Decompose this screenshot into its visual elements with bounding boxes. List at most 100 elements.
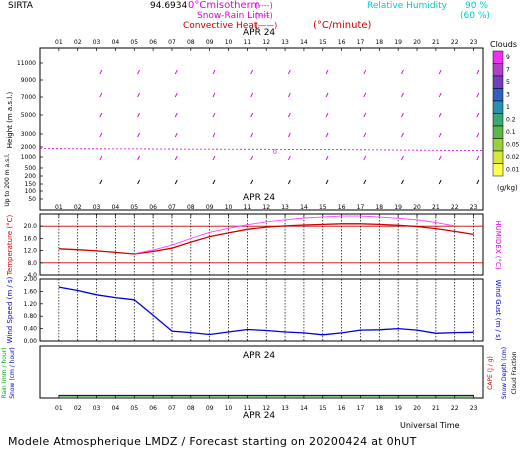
date-label-top: APR 24: [243, 28, 275, 38]
bottom-hour-tick-10: 10: [225, 405, 233, 412]
wind-tick-label: 0.80: [24, 313, 38, 320]
hour2-tick-07: 07: [168, 204, 176, 211]
bottom-hour-tick-23: 23: [470, 405, 478, 412]
wind-barb: [325, 155, 329, 161]
date-label-2: APR 24: [243, 193, 275, 203]
hour2-tick-23: 23: [470, 204, 478, 211]
hour-axis-top: 01 02 03 04 05 06 07 08 09 10 11 12 13 14 15 16 17 18 19 20…: [55, 39, 478, 51]
wind-panel-frame: [39, 278, 484, 342]
cloud-color-swatch: [492, 138, 504, 152]
height-tick-label: 5000: [21, 112, 36, 119]
bottom-hour-tick-17: 17: [357, 405, 365, 412]
top-hour-tick-09: 09: [206, 39, 214, 46]
wind-barb: [325, 112, 329, 118]
wind-barb: [137, 179, 140, 185]
cloud-scale-label: 0.01: [506, 167, 520, 174]
wind-barb: [99, 132, 103, 138]
wind-barb: [363, 179, 367, 185]
wind-barb: [476, 112, 480, 118]
height-axis: 11000 9000 7000 5000 3000 2000 1000 50020015010…: [17, 60, 43, 203]
hour2-tick-20: 20: [413, 204, 421, 211]
top-hour-tick-23: 23: [470, 39, 478, 46]
wind-barb: [401, 92, 404, 98]
top-hour-tick-07: 07: [168, 39, 176, 46]
wind-barb: [476, 92, 480, 98]
wind-barb: [401, 179, 404, 185]
hour2-tick-22: 22: [451, 204, 459, 211]
height-tick-label: 9000: [21, 77, 36, 84]
height-tick-label: 100: [25, 188, 37, 195]
temperature-axis: 20.0 16.0 12.0 8.0 4.0: [24, 223, 43, 279]
top-hour-tick-03: 03: [93, 39, 101, 46]
cloud-scale-label: 0.2: [506, 117, 516, 124]
wind-barb: [438, 179, 442, 185]
bottom-hour-tick-19: 19: [394, 405, 402, 412]
wind-barb: [99, 155, 103, 161]
wind-barb: [287, 112, 291, 118]
hour2-tick-18: 18: [375, 204, 383, 211]
wind-barb: [212, 179, 216, 185]
wind-barb: [137, 155, 140, 161]
wind-barb: [174, 69, 178, 75]
bottom-hour-tick-22: 22: [451, 405, 459, 412]
cloud-color-swatch: [492, 63, 504, 77]
wind-barb: [401, 155, 404, 161]
height-ylabel-low: Up to 200 m a.s.l.: [4, 153, 11, 206]
bottom-hour-tick-02: 02: [74, 405, 82, 412]
wind-barb: [212, 92, 216, 98]
rain-ylabel: Rain (mm / hour): [1, 347, 8, 398]
hour2-tick-12: 12: [262, 204, 270, 211]
isotherm-marker: 0: [273, 149, 277, 156]
wind-tick-label: 1.20: [24, 301, 38, 308]
wind-barb: [287, 69, 291, 75]
wind-barb: [137, 92, 140, 98]
height-ylabel: Height (m a.s.l.): [6, 92, 14, 149]
temperature-grid: [40, 214, 483, 275]
wind-barb: [325, 69, 329, 75]
site-coords: 94.6934: [150, 1, 187, 11]
height-tick-label: 50: [28, 196, 36, 203]
wind-barb: [438, 69, 442, 75]
height-tick-label: 7000: [21, 94, 36, 101]
clouds-title: Clouds: [490, 40, 517, 49]
date-label-3: APR 24: [243, 351, 275, 361]
cloud-color-swatch: [492, 163, 504, 177]
wind-barb: [174, 179, 178, 185]
wind-barb: [174, 112, 178, 118]
legend-convective-unit: (°C/minute): [313, 20, 372, 31]
hour2-tick-09: 09: [206, 204, 214, 211]
wind-barb: [250, 112, 254, 118]
wind-barb: [363, 112, 367, 118]
wind-speed-ylabel: Wind Speed (m / s): [6, 276, 14, 343]
hour-axis-2: 01 02 03 04 05 06 07 08 09 10 11 12 13 14 15 16 17 18 19 20…: [55, 204, 478, 217]
hour2-tick-10: 10: [225, 204, 233, 211]
site-name: SIRTA: [8, 1, 34, 11]
temperature-tick-label: 12.0: [24, 248, 38, 255]
cloud-scale-label: 1: [506, 104, 510, 111]
bottom-hour-tick-14: 14: [300, 405, 308, 412]
top-hour-tick-10: 10: [225, 39, 233, 46]
temperature-series: [58, 215, 474, 255]
cloud-color-swatch: [492, 88, 504, 102]
legend-rh-60: (60 %): [460, 11, 490, 21]
wind-barb: [99, 92, 103, 98]
cloud-color-swatch: [492, 50, 504, 64]
top-hour-tick-08: 08: [187, 39, 195, 46]
bottom-hour-tick-08: 08: [187, 405, 195, 412]
precip-panel-frame: [39, 345, 484, 399]
wind-tick-label: 0.40: [24, 326, 38, 333]
wind-barb: [476, 179, 480, 185]
top-hour-tick-11: 11: [244, 39, 252, 46]
wind-tick-label: 2.00: [24, 276, 38, 283]
bottom-hour-tick-09: 09: [206, 405, 214, 412]
legend-isotherm-symbol: (----): [255, 1, 273, 10]
wind-barb: [287, 92, 291, 98]
wind-barb: [99, 69, 103, 75]
wind-barb: [476, 132, 480, 138]
wind-barb: [438, 155, 442, 161]
wind-grid: [58, 279, 474, 341]
height-panel-frame: [39, 47, 484, 211]
bottom-hour-tick-21: 21: [432, 405, 440, 412]
legend-convective-label: Convective Heat.: [183, 21, 260, 31]
top-hour-tick-17: 17: [357, 39, 365, 46]
